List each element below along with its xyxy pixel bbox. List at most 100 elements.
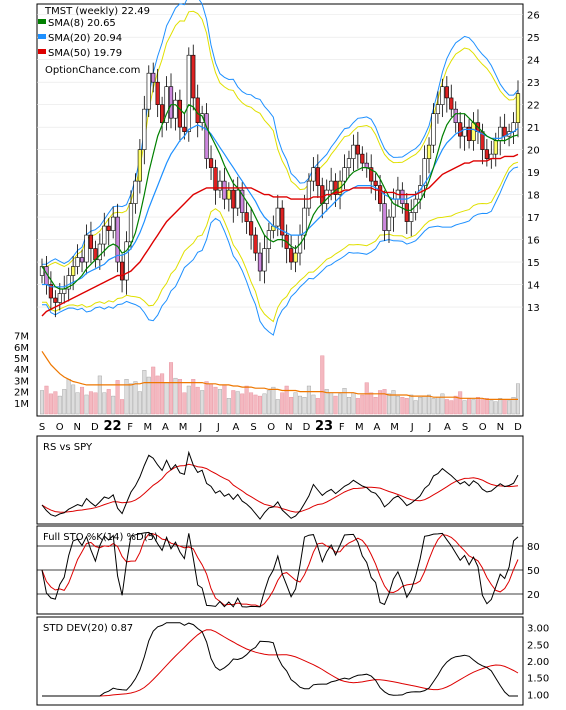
volume-bar	[502, 399, 507, 415]
x-axis-label: J	[427, 422, 431, 433]
candle-body	[502, 126, 507, 137]
sma50-line	[41, 153, 519, 317]
x-axis-label: N	[285, 422, 292, 433]
candle-body	[164, 86, 169, 123]
x-axis-label: J	[198, 422, 202, 433]
x-axis-label: D	[514, 422, 522, 433]
volume-bar	[453, 395, 458, 415]
volume-bar	[511, 397, 516, 415]
candle-body	[324, 189, 329, 204]
volume-y-tick: 3M	[14, 376, 29, 387]
volume-bar	[253, 394, 258, 415]
candle-body	[346, 158, 352, 168]
candle-body	[400, 189, 405, 204]
candle-body	[191, 54, 196, 99]
candle-body	[280, 207, 285, 236]
x-axis-label: M	[143, 422, 152, 433]
volume-bar	[302, 397, 307, 415]
volume-bar	[378, 390, 383, 415]
x-axis-label: J	[216, 422, 220, 433]
volume-bar	[88, 391, 93, 415]
candle-body	[182, 126, 187, 132]
sto-panel: 80 50 20 Full STO %K(14) %D(5)	[36, 525, 540, 615]
candle-body	[253, 234, 258, 254]
volume-bar	[262, 393, 267, 415]
volume-bar	[182, 392, 187, 415]
x-axis-label: M	[355, 422, 364, 433]
volume-bar	[204, 381, 209, 415]
volume-bar	[342, 388, 347, 415]
candle-body	[71, 266, 76, 276]
volume-bar	[329, 392, 334, 415]
volume-bar	[440, 393, 445, 415]
candle-body	[119, 261, 125, 281]
x-axis-label: A	[233, 422, 240, 433]
std-y-tick: 1.50	[527, 674, 549, 685]
candle-body	[186, 54, 191, 132]
std-y-tick: 1.00	[527, 690, 549, 701]
sto-d-line	[41, 533, 519, 608]
rs-panel: RS vs SPY	[36, 435, 524, 525]
candle-body	[289, 248, 294, 263]
x-axis-label: M	[390, 422, 399, 433]
volume-bar	[444, 399, 449, 415]
legend-sma50: SMA(50) 19.79	[48, 48, 122, 59]
candle-body	[115, 216, 120, 263]
x-axis-label: 22	[103, 419, 121, 434]
candle-body	[493, 140, 498, 155]
x-axis-label: D	[91, 422, 99, 433]
price-y-tick: 26	[527, 11, 540, 22]
candle-body	[373, 180, 378, 186]
volume-average-line	[41, 350, 518, 400]
volume-bar	[71, 384, 76, 415]
x-axis-label: N	[497, 422, 504, 433]
volume-bar	[124, 379, 129, 415]
volume-y-tick: 7M	[14, 332, 29, 343]
volume-bar	[200, 390, 205, 415]
candle-body	[195, 97, 200, 123]
price-y-tick: 21	[527, 123, 540, 134]
candle-body	[426, 144, 432, 159]
x-axis-label: F	[339, 422, 345, 433]
volume-bar	[338, 393, 343, 415]
candle-body	[128, 203, 134, 243]
price-y-tick: 24	[527, 56, 540, 67]
candle-body	[133, 180, 138, 204]
candle-body	[364, 162, 369, 168]
watermark: OptionChance.com	[45, 65, 140, 76]
volume-bar	[53, 391, 58, 415]
price-y-tick: 25	[527, 33, 540, 44]
volume-bar	[128, 383, 133, 415]
volume-y-tick: 6M	[14, 343, 29, 354]
candle-body	[377, 185, 383, 204]
candle-body	[311, 167, 316, 182]
candle-body	[244, 212, 249, 222]
candle-body	[315, 167, 320, 186]
volume-bar	[257, 395, 262, 415]
candle-body	[440, 86, 445, 105]
chart-title: TMST (weekly) 22.49	[44, 6, 150, 17]
volume-bar	[186, 385, 191, 415]
candle-body	[79, 257, 85, 263]
candle-body	[462, 126, 467, 137]
volume-bar	[355, 398, 360, 415]
candle-body	[382, 203, 387, 231]
candle-body	[57, 293, 62, 303]
volume-bar	[217, 389, 222, 415]
std-y-tick: 2.00	[527, 657, 549, 668]
volume-bar	[280, 392, 285, 415]
price-y-tick: 16	[527, 236, 540, 247]
price-y-tick: 19	[527, 168, 540, 179]
candle-body	[484, 149, 489, 159]
legend-sma20: SMA(20) 20.94	[48, 33, 122, 44]
candle-body	[88, 234, 94, 249]
std-y-tick: 2.50	[527, 640, 549, 651]
rs-line	[41, 450, 519, 520]
volume-bar	[173, 377, 178, 415]
candle-body	[404, 203, 409, 222]
volume-bar	[400, 397, 405, 415]
volume-bar	[111, 395, 116, 415]
candle-body	[173, 99, 178, 119]
price-y-tick: 15	[527, 258, 540, 269]
